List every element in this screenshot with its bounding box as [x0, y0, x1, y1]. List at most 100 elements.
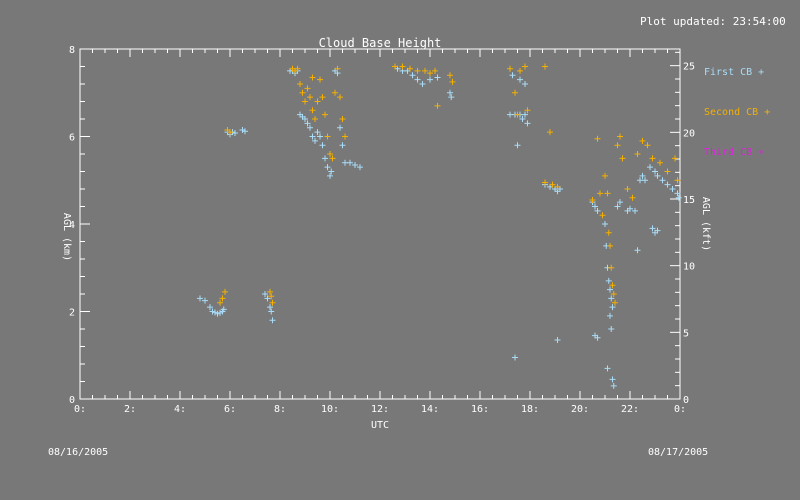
data-point — [324, 133, 331, 140]
data-point — [522, 63, 528, 70]
x-tick-label: 16: — [471, 404, 489, 415]
data-point — [414, 67, 421, 74]
data-point — [392, 63, 398, 70]
data-point — [649, 225, 656, 232]
data-point — [329, 155, 336, 162]
data-point — [294, 65, 301, 72]
data-point — [322, 155, 328, 162]
x-tick-label: 0: — [674, 404, 686, 415]
data-point — [262, 291, 268, 297]
axes: 0: 2: 4: 6: 8: 10: 12: 14: 16: 18: 20: 22: 0:0246805… — [69, 45, 695, 415]
data-point — [324, 164, 331, 171]
x-tick-label: 20: — [571, 404, 589, 415]
data-point — [589, 196, 596, 203]
data-point — [632, 207, 638, 214]
data-point — [652, 168, 658, 175]
y-axis-right-label: AGL (kft) — [700, 197, 711, 251]
data-point — [524, 107, 531, 114]
data-point — [514, 111, 521, 118]
data-point — [607, 312, 613, 319]
data-point — [447, 89, 453, 96]
data-point — [357, 164, 363, 171]
data-point — [594, 334, 601, 341]
data-point — [604, 365, 611, 372]
data-point — [317, 76, 323, 83]
data-point — [619, 155, 626, 162]
data-point — [304, 120, 311, 127]
data-point — [639, 172, 646, 179]
data-point — [657, 159, 663, 166]
data-point — [629, 194, 636, 201]
legend-first-cb: First CB + — [704, 67, 764, 78]
data-point — [624, 186, 631, 192]
data-point — [659, 177, 666, 184]
data-point — [220, 306, 227, 313]
data-point — [512, 354, 518, 361]
data-point — [608, 295, 615, 302]
data-point — [449, 78, 456, 85]
data-point — [269, 299, 276, 306]
data-point — [514, 142, 521, 149]
data-point — [547, 129, 553, 136]
data-point — [197, 295, 203, 302]
data-point — [649, 155, 656, 162]
y-right-tick-label: 10 — [683, 262, 695, 273]
data-point — [264, 295, 271, 302]
data-point — [334, 65, 341, 72]
x-axis-label: UTC — [371, 420, 389, 431]
data-point — [517, 76, 523, 83]
data-point — [614, 203, 621, 210]
data-point — [268, 308, 275, 315]
data-point — [664, 168, 671, 175]
date-left: 08/16/2005 — [48, 447, 108, 458]
data-point — [317, 133, 323, 140]
data-point — [675, 194, 682, 201]
data-point — [222, 288, 228, 295]
data-point — [267, 288, 273, 295]
data-point — [647, 164, 653, 171]
data-point — [269, 317, 276, 324]
data-point — [507, 65, 513, 72]
y-right-tick-label: 0 — [683, 395, 689, 406]
data-point — [607, 242, 613, 249]
data-point — [399, 63, 406, 70]
data-point — [594, 207, 601, 214]
chart-title: Cloud Base Height — [319, 36, 442, 50]
x-tick-label: 14: — [421, 404, 439, 415]
data-point — [227, 129, 233, 136]
data-point — [434, 74, 441, 81]
data-point — [337, 124, 343, 131]
data-point — [427, 70, 433, 77]
data-point — [242, 128, 248, 135]
data-point — [332, 89, 338, 96]
data-point — [609, 282, 616, 289]
data-point — [339, 116, 346, 122]
data-point — [232, 130, 238, 136]
data-point — [608, 264, 615, 271]
series-layer — [197, 63, 682, 389]
data-point — [609, 376, 616, 383]
data-point — [604, 190, 611, 197]
data-point — [654, 227, 661, 234]
data-point — [608, 326, 615, 332]
data-point — [319, 94, 326, 101]
x-tick-label: 2: — [124, 404, 136, 415]
data-point — [422, 67, 428, 74]
data-point — [347, 159, 353, 166]
x-tick-label: 0: — [74, 404, 86, 415]
y-left-tick-label: 2 — [69, 308, 75, 319]
data-point — [314, 129, 321, 136]
data-point — [314, 98, 321, 105]
data-point — [312, 116, 318, 122]
y-left-tick-label: 6 — [69, 133, 75, 144]
data-point — [607, 286, 613, 293]
x-tick-label: 6: — [224, 404, 236, 415]
y-left-tick-label: 0 — [69, 395, 75, 406]
data-point — [612, 299, 618, 306]
data-point — [654, 172, 661, 179]
data-point — [602, 221, 608, 227]
data-point — [432, 67, 438, 74]
data-point — [549, 181, 556, 188]
data-point — [319, 142, 326, 149]
